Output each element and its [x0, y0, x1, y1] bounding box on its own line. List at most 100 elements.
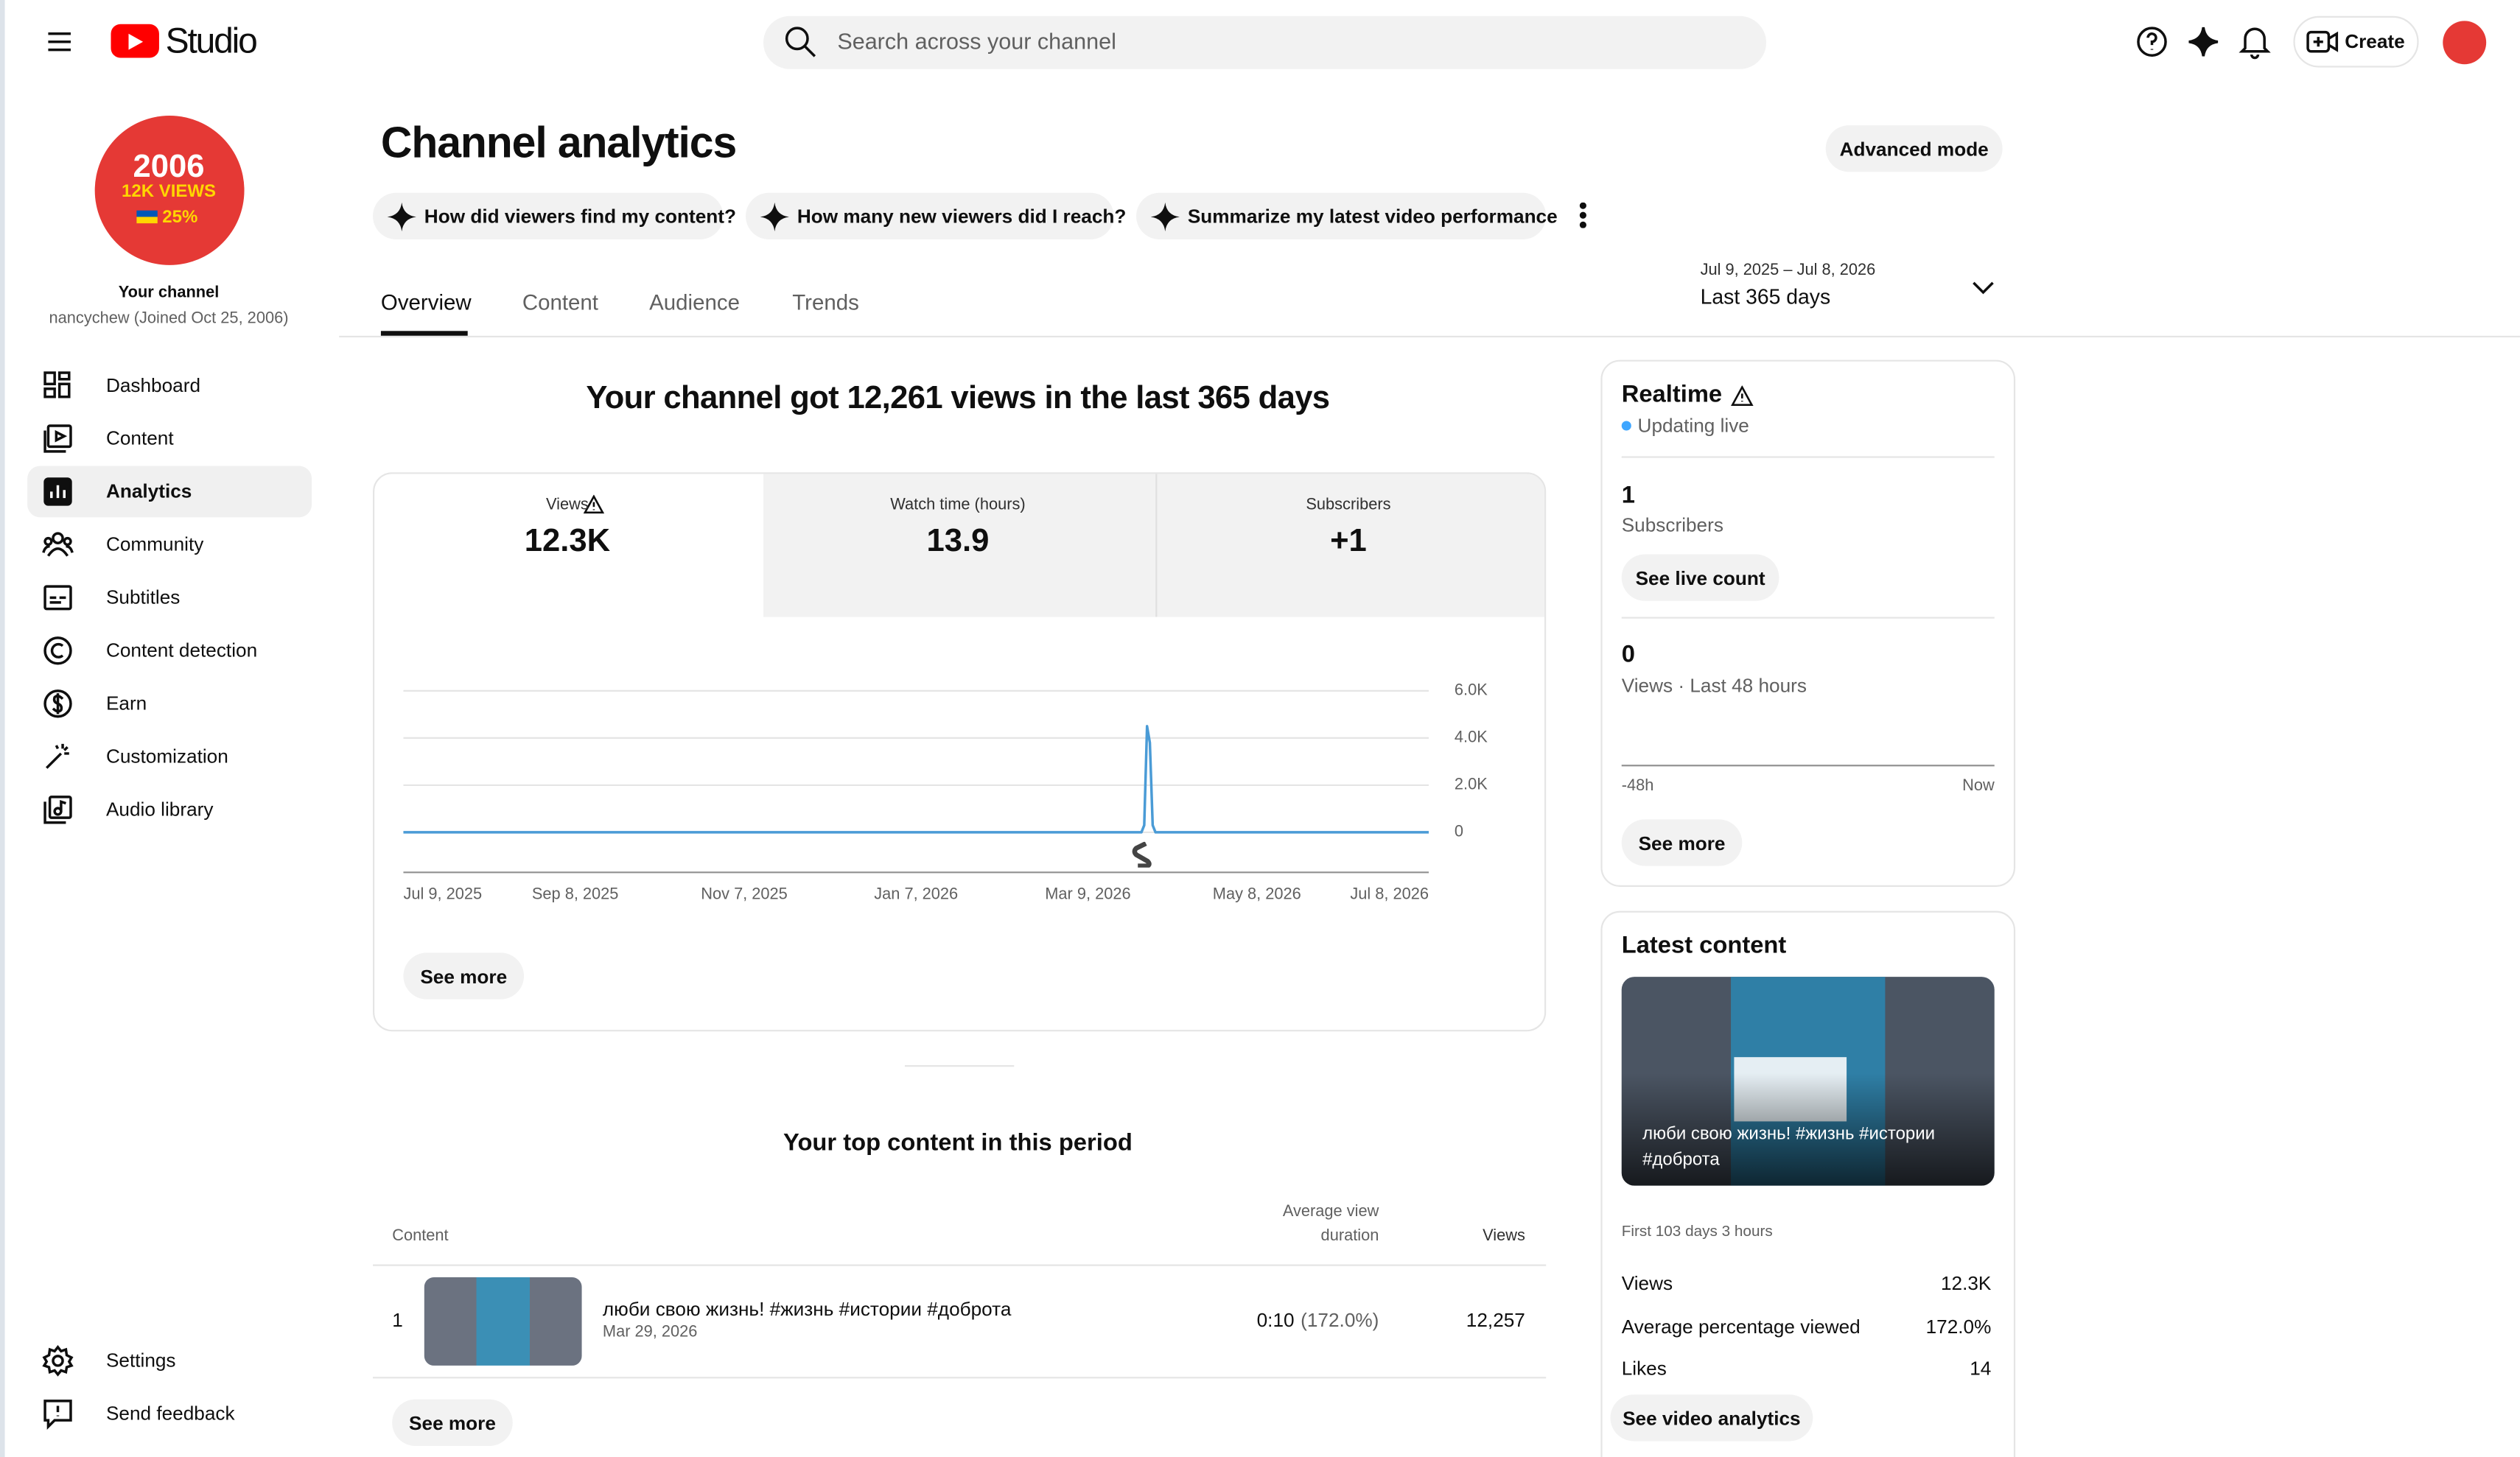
- logo-text[interactable]: Studio: [165, 20, 258, 61]
- search-icon[interactable]: [784, 26, 816, 58]
- nav-item[interactable]: Settings: [105, 1349, 176, 1372]
- metric-value[interactable]: 13.9: [926, 524, 990, 560]
- latest-card: [1600, 910, 2016, 1457]
- avatar-text: 25%: [162, 208, 198, 228]
- nav-item[interactable]: Earn: [105, 692, 147, 715]
- warning-icon: [1731, 385, 1754, 406]
- row-rank: 1: [392, 1309, 403, 1332]
- prompt-chip[interactable]: [746, 192, 1114, 239]
- create-icon: [2306, 30, 2339, 53]
- tab-underline: [380, 331, 468, 336]
- prompt-label[interactable]: How many new viewers did I reach?: [797, 205, 1127, 228]
- more-icon[interactable]: [1577, 202, 1589, 228]
- flag-bottom: [136, 217, 158, 224]
- see-more-button[interactable]: See more: [1621, 819, 1743, 866]
- realtime-axis: [1621, 765, 1995, 767]
- shorts-marker[interactable]: [1131, 841, 1152, 868]
- column-header: duration: [1320, 1227, 1379, 1246]
- search-placeholder[interactable]: Search across your channel: [837, 28, 1116, 55]
- axis-label: Now: [1962, 777, 1995, 796]
- latest-age: First 103 days 3 hours: [1621, 1223, 1773, 1241]
- video-analytics-button[interactable]: See video analytics: [1610, 1394, 1813, 1442]
- sparkle-icon[interactable]: [2187, 26, 2219, 58]
- page-title: Channel analytics: [380, 118, 737, 167]
- realtime-subscribers-label: Subscribers: [1621, 513, 1723, 537]
- channel-label: Your channel: [118, 284, 220, 303]
- chevron-icon[interactable]: [1972, 280, 1995, 296]
- tab[interactable]: Audience: [649, 290, 740, 315]
- live-count-button[interactable]: See live count: [1621, 554, 1779, 601]
- nav-icon: [43, 424, 72, 453]
- metric-label[interactable]: Views: [546, 496, 589, 514]
- advanced-mode-button[interactable]: Advanced mode: [1825, 125, 2003, 172]
- nav-item[interactable]: Content: [105, 426, 174, 450]
- realtime-status: Updating live: [1637, 414, 1749, 437]
- stat-value: 172.0%: [1925, 1314, 1992, 1338]
- see-more-button[interactable]: See more: [392, 1399, 513, 1446]
- nav-icon: [43, 371, 71, 399]
- metric-label[interactable]: Subscribers: [1306, 496, 1391, 514]
- tab[interactable]: Overview: [380, 290, 472, 315]
- nav-item[interactable]: Audio library: [105, 798, 214, 821]
- date-period[interactable]: Last 365 days: [1700, 284, 1831, 309]
- stat-value: 12.3K: [1940, 1272, 1992, 1295]
- sparkle-icon: [1150, 202, 1180, 232]
- nav-icon: [42, 1345, 74, 1377]
- prompt-label[interactable]: Summarize my latest video performance: [1187, 205, 1558, 228]
- summary-card: [373, 472, 1547, 1032]
- axis-label: -48h: [1621, 777, 1654, 796]
- latest-title: Latest content: [1621, 932, 1787, 960]
- divider: [1621, 456, 1995, 458]
- divider: [1621, 617, 1995, 619]
- top-content-title: Your top content in this period: [783, 1129, 1133, 1157]
- realtime-subscribers: 1: [1621, 482, 1635, 510]
- latest-thumbnail[interactable]: [1621, 977, 1995, 1186]
- avatar-text: 2006: [133, 149, 205, 185]
- create-label[interactable]: Create: [2345, 30, 2405, 53]
- row-thumbnail[interactable]: [424, 1277, 582, 1366]
- nav-item[interactable]: Customization: [105, 745, 228, 768]
- column-header: Views: [1483, 1227, 1525, 1246]
- flag-top: [136, 210, 158, 217]
- nav-item[interactable]: Dashboard: [105, 373, 201, 397]
- metric-divider: [1155, 474, 1158, 617]
- realtime-title: Realtime: [1621, 380, 1723, 408]
- sparkle-icon: [760, 202, 789, 232]
- tab[interactable]: Content: [522, 290, 599, 315]
- column-header: Content: [392, 1227, 449, 1246]
- live-dot: [1621, 421, 1631, 431]
- channel-avatar[interactable]: [94, 116, 245, 265]
- nav-active-bg: [27, 466, 312, 518]
- metric-value[interactable]: +1: [1330, 524, 1367, 560]
- search-box[interactable]: [763, 15, 1767, 69]
- nav-item[interactable]: Subtitles: [105, 586, 181, 609]
- account-avatar[interactable]: [2443, 21, 2487, 65]
- tab[interactable]: Trends: [792, 290, 859, 315]
- realtime-views: 0: [1621, 641, 1635, 669]
- nav-icon: [43, 796, 72, 824]
- nav-icon: [43, 689, 72, 718]
- latest-video-title[interactable]: люби свою жизнь! #жизнь #истории #доброт…: [1642, 1124, 1936, 1170]
- help-icon[interactable]: [2136, 26, 2169, 58]
- prompt-chip[interactable]: [373, 192, 724, 239]
- row-divider: [373, 1264, 1547, 1266]
- metric-value[interactable]: 12.3K: [524, 524, 611, 560]
- prompt-label[interactable]: How did viewers find my content?: [424, 205, 737, 228]
- bell-icon[interactable]: [2239, 24, 2271, 60]
- nav-item[interactable]: Content detection: [105, 639, 258, 662]
- row-percent: (172.0%): [1301, 1309, 1379, 1332]
- see-more-button[interactable]: See more: [403, 952, 525, 1000]
- nav-item[interactable]: Analytics: [105, 480, 192, 503]
- realtime-card: [1600, 359, 2016, 887]
- nav-item[interactable]: Send feedback: [105, 1402, 235, 1425]
- date-range[interactable]: Jul 9, 2025 – Jul 8, 2026: [1700, 261, 1876, 280]
- avatar-text: 12K VIEWS: [122, 182, 217, 202]
- row-title[interactable]: люби свою жизнь! #жизнь #истории #доброт…: [602, 1297, 1012, 1321]
- nav-item[interactable]: Community: [105, 533, 204, 556]
- prompt-chip[interactable]: [1136, 192, 1547, 239]
- metric-label[interactable]: Watch time (hours): [890, 496, 1026, 514]
- create-button[interactable]: [2293, 15, 2419, 68]
- menu-icon[interactable]: [46, 29, 72, 55]
